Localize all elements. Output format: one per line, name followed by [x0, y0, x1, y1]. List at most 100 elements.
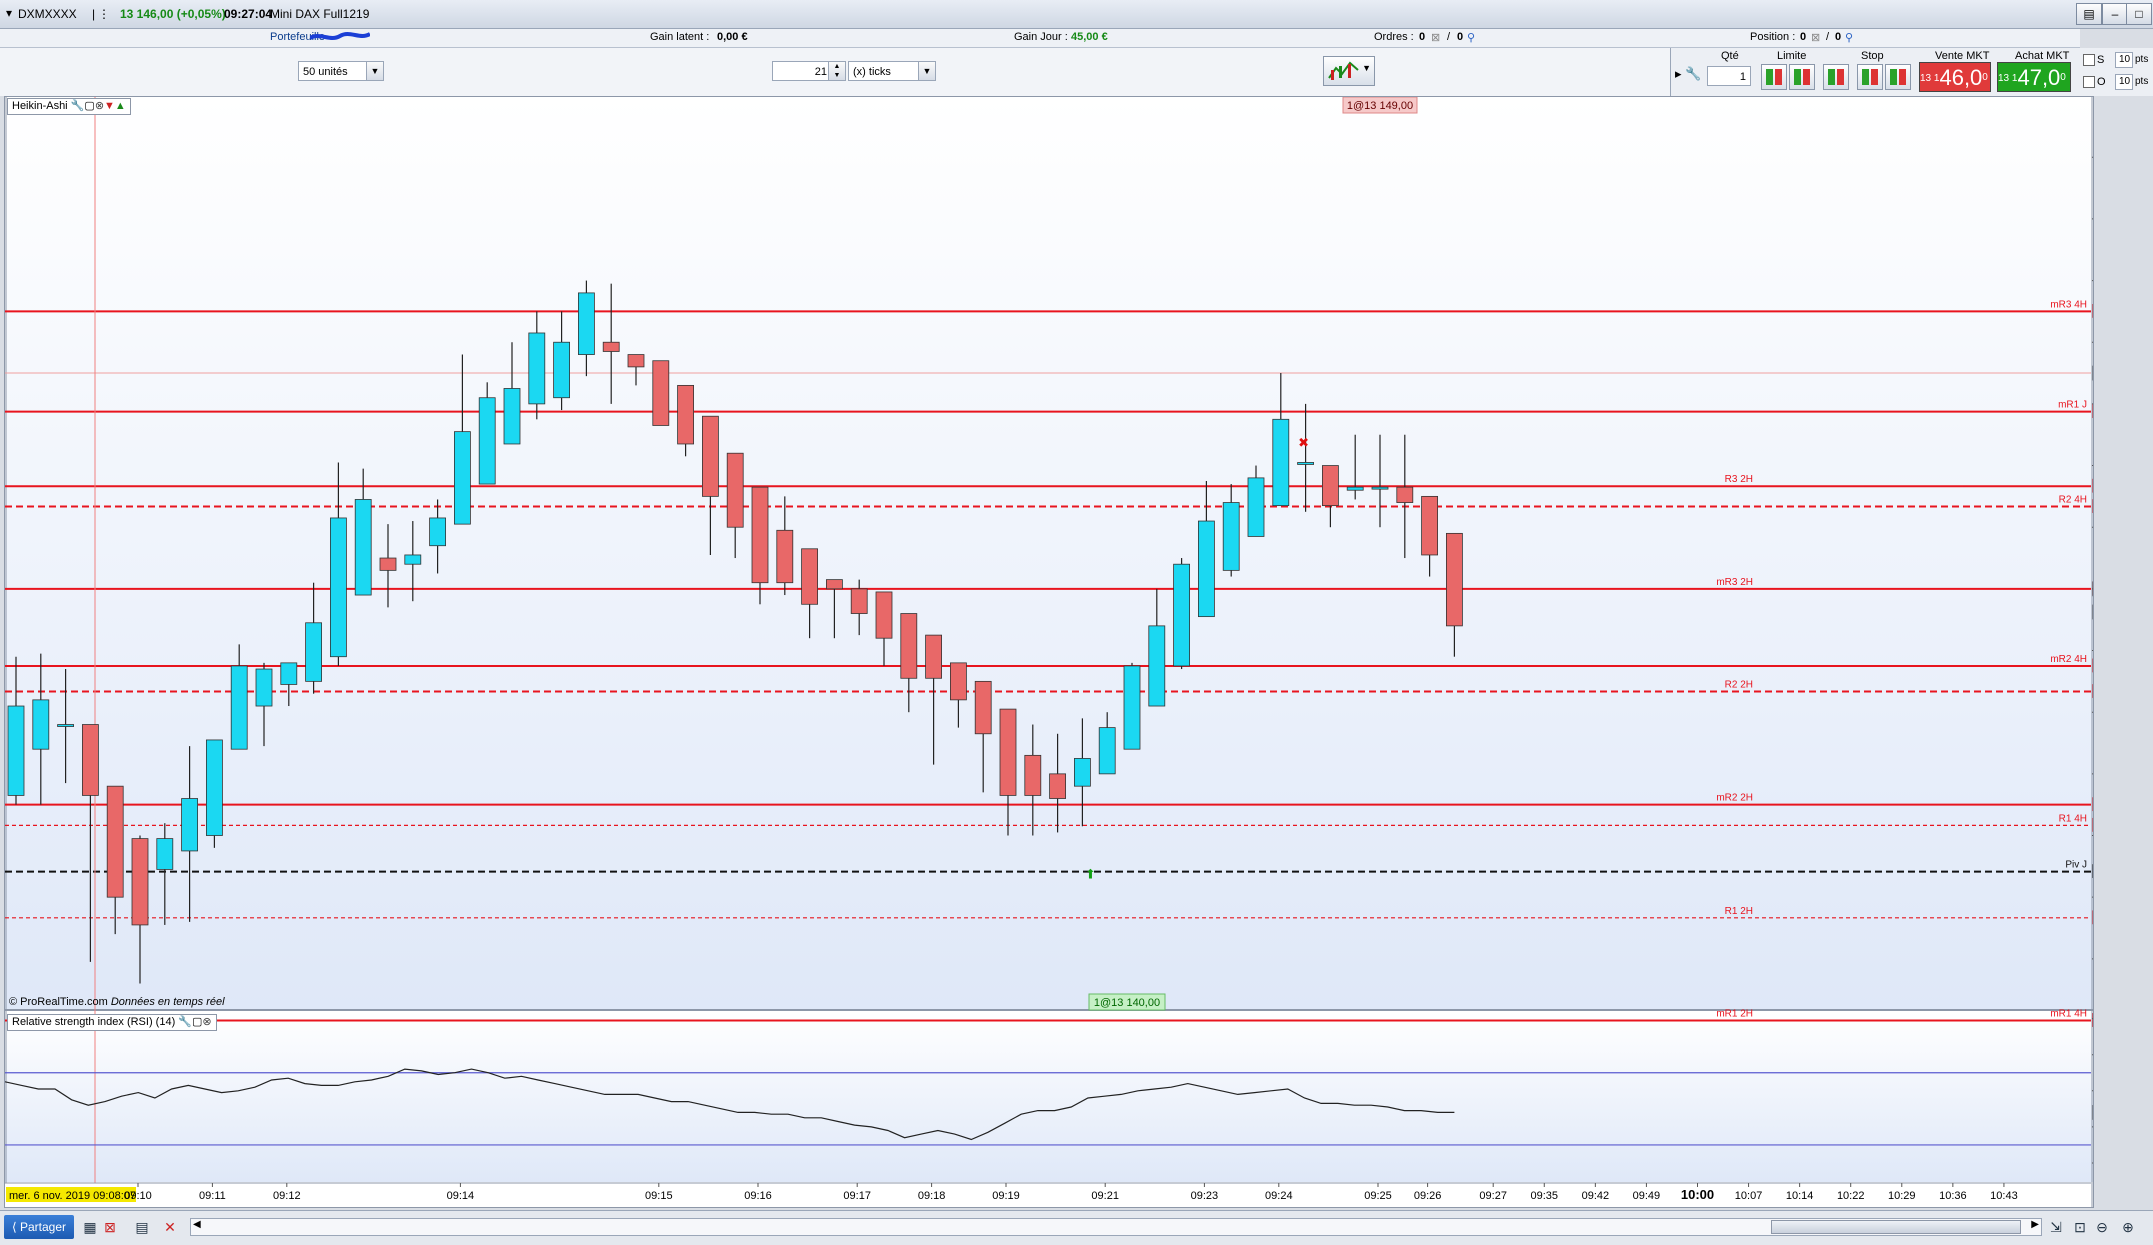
- scroll-right-icon[interactable]: ▶: [2031, 1219, 2039, 1230]
- chart-container[interactable]: mR3 4H mR1 J R3 2H R2 4H mR3 2H mR2 4H R2 2H mR…: [4, 96, 2094, 1208]
- candle-body: [677, 384, 694, 445]
- calculator-icon[interactable]: ▤: [135, 1219, 149, 1235]
- candle-body: [801, 548, 818, 605]
- target-checkbox[interactable]: [2083, 76, 2095, 88]
- separator: /: [1447, 31, 1451, 43]
- time-axis-label: 10:07: [1735, 1190, 1763, 1202]
- units-select-value: 50 unités: [303, 66, 348, 78]
- eraser-icon[interactable]: ✕: [164, 1219, 176, 1235]
- ticks-select-value: (x) ticks: [853, 66, 891, 78]
- candle-body: [528, 332, 546, 405]
- close-icon[interactable]: ⊗: [202, 1016, 212, 1028]
- position-search-icon[interactable]: ⚲: [1845, 32, 1854, 44]
- window-icon[interactable]: ▢: [192, 1016, 203, 1028]
- target-pts-input[interactable]: 10: [2115, 74, 2133, 90]
- stop-pts-value: 10: [2119, 54, 2131, 65]
- time-axis-label: 09:42: [1582, 1190, 1610, 1202]
- app-menu-icon[interactable]: ▾: [6, 6, 13, 20]
- ticks-select[interactable]: (x) ticks ▼: [848, 61, 936, 81]
- time-axis-label: 10:00: [1681, 1187, 1714, 1202]
- buy-market-button[interactable]: 13 147,00: [1997, 62, 2071, 92]
- limit-label: Limite: [1777, 50, 1807, 62]
- chevron-down-icon[interactable]: ▼: [918, 62, 935, 80]
- candle-body: [106, 785, 124, 898]
- stop-pts-input[interactable]: 10: [2115, 52, 2133, 68]
- chart-tool-icon[interactable]: ▦: [83, 1219, 97, 1235]
- candle-body: [1322, 465, 1339, 507]
- gain-jour-label: Gain Jour :: [1014, 31, 1068, 43]
- chevron-down-icon[interactable]: ▼: [1362, 63, 1371, 73]
- title-bar: ▾ DXMXXXX | ⋮ 13 146,00 (+0,05%) 09:27:0…: [0, 0, 2153, 29]
- stop-label: Stop: [1861, 50, 1884, 62]
- chevron-down-icon[interactable]: ▼: [366, 62, 383, 80]
- share-button[interactable]: ⟨ Partager: [4, 1215, 74, 1239]
- limit-buy-button[interactable]: [1761, 64, 1787, 90]
- sell-price-sup: 0: [1982, 72, 1988, 83]
- scroll-left-icon[interactable]: ◀: [193, 1219, 201, 1230]
- wrench-icon[interactable]: 🔧: [178, 1016, 192, 1028]
- position-cancel-icon[interactable]: ⊠: [1811, 32, 1821, 44]
- sell-market-button[interactable]: 13 146,00: [1919, 62, 1991, 92]
- candle-body: [999, 708, 1017, 796]
- time-axis-label: 09:19: [992, 1190, 1020, 1202]
- collapse-arrow-icon[interactable]: ▸: [1675, 66, 1682, 81]
- candle-body: [1074, 758, 1091, 787]
- heikin-ashi-chart[interactable]: mR3 4H mR1 J R3 2H R2 4H mR3 2H mR2 4H R2 2H mR…: [5, 97, 2093, 1207]
- buy-icon[interactable]: ▲: [114, 100, 126, 112]
- symbol-label[interactable]: DXMXXXX: [18, 7, 77, 21]
- qty-input[interactable]: 1: [1707, 66, 1751, 86]
- ticks-stepper[interactable]: 21 ▲ ▼: [772, 61, 846, 81]
- candle-body: [32, 699, 50, 750]
- units-select[interactable]: 50 unités ▼: [298, 61, 384, 81]
- level-label: mR1 4H: [2050, 1008, 2087, 1019]
- candle-body: [627, 354, 645, 368]
- close-icon[interactable]: ⊗: [94, 100, 105, 112]
- orders-search-icon[interactable]: ⚲: [1467, 32, 1476, 44]
- sell-price-big: 46,0: [1939, 65, 1983, 90]
- window-icon[interactable]: ▢: [84, 100, 95, 112]
- price-panel-header[interactable]: Heikin-Ashi 🔧▢⊗▼▲: [7, 98, 131, 115]
- stop-pts-unit: pts: [2135, 54, 2149, 65]
- fit-icon[interactable]: ⇲: [2050, 1219, 2062, 1235]
- stop-checkbox[interactable]: [2083, 54, 2095, 66]
- stop-buy-button[interactable]: [1823, 64, 1849, 90]
- candle-body: [1123, 665, 1141, 750]
- sell-icon[interactable]: ▼: [104, 100, 115, 112]
- time-axis-label: 09:12: [273, 1190, 301, 1202]
- level-label: mR3 2H: [1716, 577, 1753, 588]
- clock: 09:27:04: [224, 7, 273, 21]
- candle-body: [1148, 625, 1166, 707]
- chart-type-button[interactable]: ▼: [1323, 56, 1375, 86]
- portfolio-link[interactable]: Portefeuille: [270, 31, 370, 43]
- stop-sell-button[interactable]: [1857, 64, 1883, 90]
- time-axis-label: 09:23: [1191, 1190, 1219, 1202]
- delete-tool-icon[interactable]: ⊠: [104, 1219, 116, 1235]
- source-brand[interactable]: © ProRealTime.com: [9, 996, 108, 1008]
- zoom-area-icon[interactable]: ⊡: [2074, 1219, 2086, 1235]
- gain-jour-value: 45,00 €: [1071, 31, 1108, 43]
- zoom-out-icon[interactable]: ⊖: [2096, 1219, 2108, 1235]
- level-label: mR2 2H: [1716, 793, 1753, 804]
- wrench-icon[interactable]: 🔧: [1685, 66, 1702, 81]
- scrollbar-thumb[interactable]: [1771, 1220, 2021, 1234]
- candle-body: [305, 622, 323, 682]
- zoom-in-icon[interactable]: ⊕: [2122, 1219, 2134, 1235]
- minimize-button[interactable]: –: [2102, 3, 2128, 25]
- time-axis-label: 10:14: [1786, 1190, 1814, 1202]
- wrench-icon[interactable]: 🔧: [70, 100, 85, 112]
- limit-sell-button[interactable]: [1789, 64, 1815, 90]
- candle-body: [826, 579, 843, 590]
- orders-cancel-icon[interactable]: ⊠: [1431, 32, 1441, 44]
- stop-both-button[interactable]: [1885, 64, 1911, 90]
- candle-body: [1173, 563, 1190, 667]
- list-icon[interactable]: ⋮: [98, 7, 110, 21]
- source-text: Données en temps réel: [110, 996, 225, 1008]
- rsi-panel-header[interactable]: Relative strength index (RSI) (14) 🔧▢⊗: [7, 1014, 217, 1031]
- keyboard-icon[interactable]: ▤: [2076, 3, 2102, 25]
- position-value: 0: [1800, 31, 1807, 43]
- stepper-arrows-icon[interactable]: ▲ ▼: [828, 62, 845, 80]
- maximize-button[interactable]: □: [2126, 3, 2152, 25]
- time-axis-label: 09:11: [199, 1190, 226, 1202]
- time-scrollbar[interactable]: ◀ ▶: [190, 1218, 2042, 1236]
- time-axis-label: 09:49: [1633, 1190, 1661, 1202]
